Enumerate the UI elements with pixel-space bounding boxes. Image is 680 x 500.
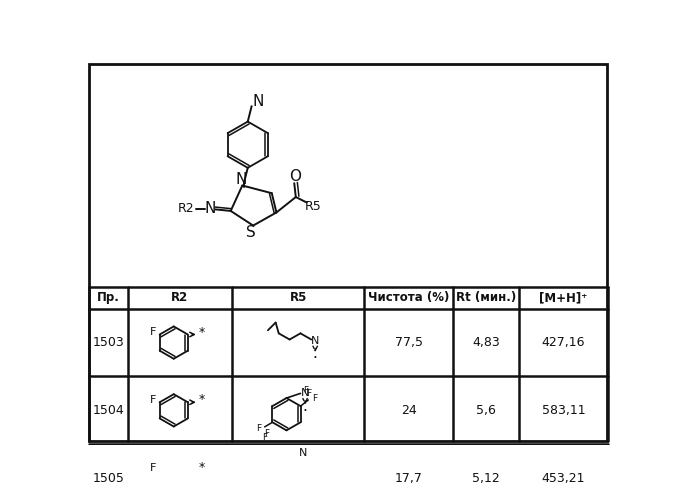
Text: 1503: 1503 — [92, 336, 124, 349]
Text: [М+Н]⁺: [М+Н]⁺ — [539, 292, 588, 304]
Text: F: F — [264, 428, 269, 438]
Text: N: N — [205, 201, 216, 216]
Text: N: N — [253, 94, 265, 109]
Text: 24: 24 — [401, 404, 416, 417]
Text: 1505: 1505 — [92, 472, 124, 484]
Text: R2: R2 — [171, 292, 188, 304]
Text: R5: R5 — [290, 292, 307, 304]
Text: 5,12: 5,12 — [472, 472, 500, 484]
Text: F: F — [150, 395, 156, 405]
Text: N: N — [301, 388, 309, 398]
Text: N: N — [311, 336, 320, 346]
Text: *: * — [199, 326, 205, 338]
Text: Rt (мин.): Rt (мин.) — [456, 292, 516, 304]
Text: 583,11: 583,11 — [542, 404, 585, 417]
Text: ·: · — [303, 404, 307, 418]
Text: 5,6: 5,6 — [476, 404, 496, 417]
Text: F: F — [256, 424, 261, 433]
Text: F: F — [150, 462, 156, 472]
Text: S: S — [246, 225, 256, 240]
Text: 4,83: 4,83 — [472, 336, 500, 349]
Text: *: * — [199, 394, 205, 406]
Text: N: N — [299, 448, 308, 458]
Text: R2: R2 — [177, 202, 194, 215]
Text: F: F — [150, 327, 156, 337]
Text: 453,21: 453,21 — [542, 472, 585, 484]
Text: R5: R5 — [305, 200, 321, 213]
Text: 427,16: 427,16 — [542, 336, 585, 349]
Text: F: F — [306, 390, 311, 398]
Text: N: N — [235, 172, 246, 187]
Text: Пр.: Пр. — [97, 292, 120, 304]
Text: O: O — [289, 169, 301, 184]
Text: *: * — [199, 461, 205, 474]
Text: F: F — [312, 394, 317, 403]
Text: F: F — [262, 433, 267, 442]
Text: ·: · — [313, 352, 318, 366]
Text: Чистота (%): Чистота (%) — [368, 292, 449, 304]
Text: F: F — [303, 386, 308, 395]
Text: 77,5: 77,5 — [394, 336, 422, 349]
Text: 17,7: 17,7 — [394, 472, 422, 484]
Text: 1504: 1504 — [92, 404, 124, 417]
